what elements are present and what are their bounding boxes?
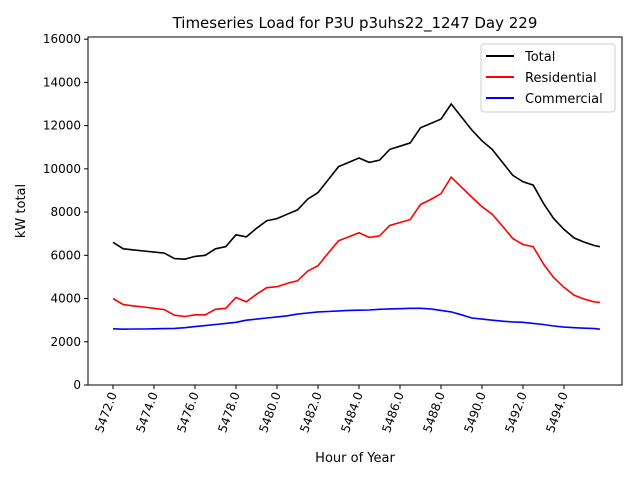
x-tick-label: 5474.0 [133, 390, 161, 434]
series-line-total [112, 102, 601, 261]
x-tick-label: 5488.0 [420, 390, 448, 434]
x-tick-label: 5480.0 [256, 390, 284, 434]
legend-label-residential: Residential [525, 71, 597, 86]
x-tick-label: 5494.0 [543, 390, 571, 434]
plot-frame [87, 36, 623, 386]
chart-title: Timeseries Load for P3U p3uhs22_1247 Day… [172, 14, 538, 33]
x-tick-label: 5486.0 [379, 390, 407, 434]
x-tick-label: 5490.0 [461, 390, 489, 434]
x-axis-label: Hour of Year [315, 451, 395, 466]
y-tick-label: 14000 [43, 75, 81, 89]
y-tick-label: 4000 [50, 292, 81, 306]
y-axis-label: kW total [14, 184, 29, 238]
x-tick-label: 5472.0 [92, 390, 120, 434]
x-tick-label: 5478.0 [215, 390, 243, 434]
x-tick-label: 5476.0 [174, 390, 202, 434]
y-tick-label: 8000 [50, 205, 81, 219]
legend-label-commercial: Commercial [525, 92, 603, 107]
series-line-residential [112, 175, 600, 318]
x-tick-label: 5484.0 [338, 390, 366, 434]
legend-label-total: Total [524, 50, 555, 65]
x-tick-label: 5482.0 [297, 390, 325, 434]
y-tick-label: 0 [73, 378, 81, 392]
series-group [112, 102, 601, 331]
legend: Total Residential Commercial [480, 43, 616, 113]
y-tick-label: 10000 [43, 162, 81, 176]
series-line-commercial [112, 307, 600, 331]
y-tick-label: 6000 [50, 248, 81, 262]
y-tick-label: 16000 [43, 32, 81, 46]
y-tick-label: 2000 [50, 335, 81, 349]
y-tick-label: 12000 [43, 119, 81, 133]
legend-box [480, 43, 616, 113]
x-tick-label: 5492.0 [502, 390, 530, 434]
axes: 0 2000 4000 6000 8000 10000 12000 14000 16000 547… [43, 32, 623, 434]
